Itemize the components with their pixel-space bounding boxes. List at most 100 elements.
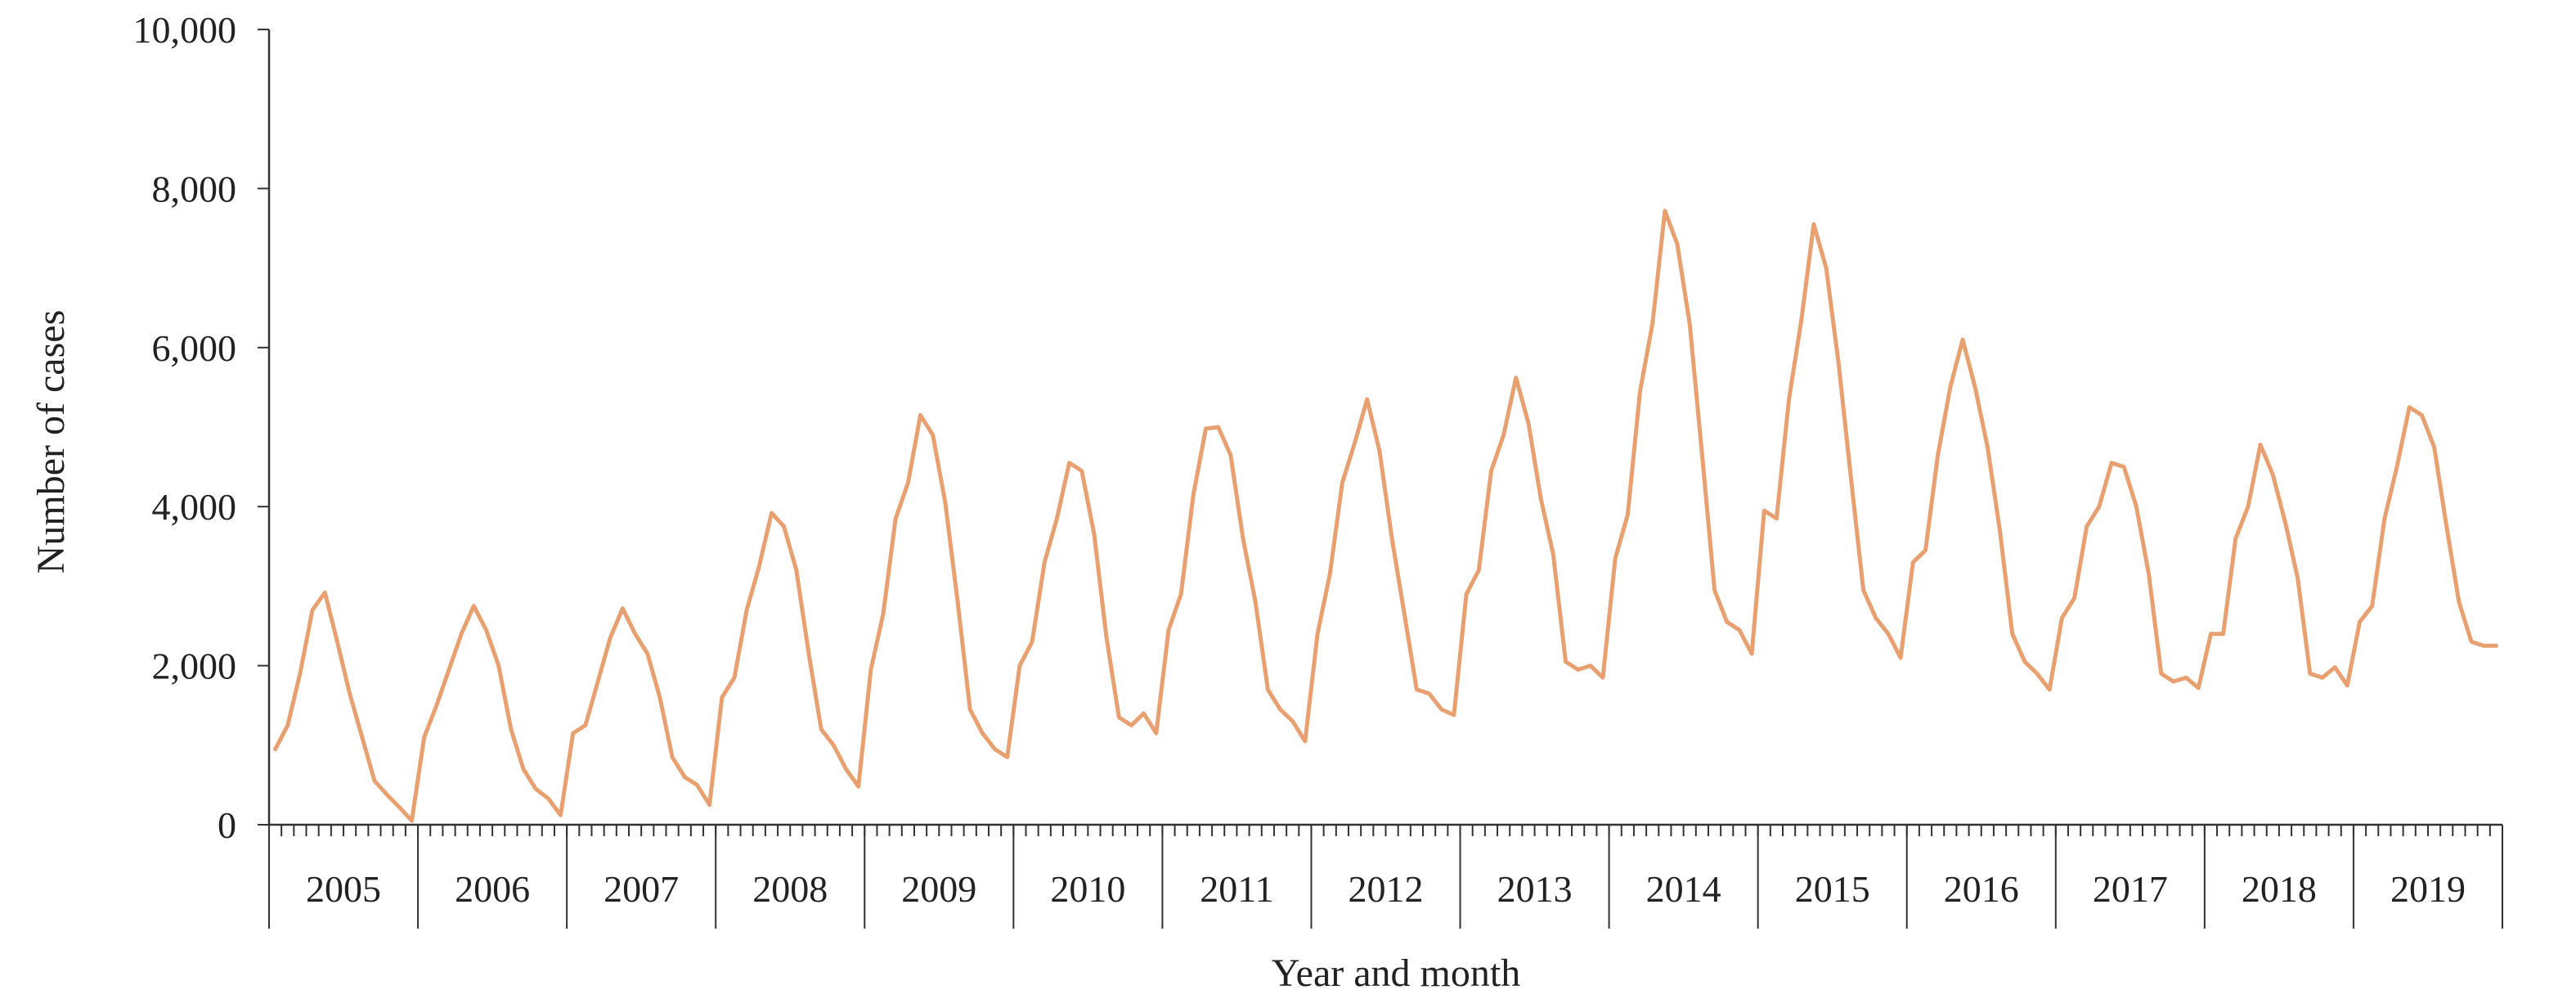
data-point (1613, 556, 1618, 560)
y-tick-label: 6,000 (152, 327, 237, 369)
data-point (1811, 223, 1815, 227)
x-year-label: 2014 (1646, 868, 1721, 910)
data-point (2482, 644, 2486, 648)
data-point (311, 608, 315, 612)
data-point (2197, 686, 2201, 690)
data-point (1737, 628, 1741, 632)
data-point (844, 767, 848, 772)
data-point (1688, 322, 1692, 326)
y-tick-label: 2,000 (152, 646, 237, 687)
data-point (1849, 477, 1853, 481)
data-point (1377, 449, 1381, 453)
data-point (1501, 433, 1506, 437)
data-point (1564, 659, 1568, 664)
data-point (1936, 453, 1940, 457)
data-point (360, 736, 364, 740)
data-point (1278, 708, 1282, 712)
data-point (1626, 512, 1630, 516)
data-point (534, 787, 538, 791)
data-point (1725, 620, 1729, 624)
data-point (1887, 632, 1891, 636)
data-point (571, 731, 575, 736)
data-point (1762, 509, 1766, 513)
data-point (794, 569, 798, 573)
data-point (782, 524, 786, 529)
data-point (397, 805, 402, 809)
data-point (1514, 376, 1518, 380)
y-tick-label: 0 (218, 804, 236, 846)
y-tick-label: 8,000 (152, 168, 237, 209)
data-point (1204, 426, 1208, 430)
data-point (434, 704, 438, 708)
y-axis-title: Number of cases (29, 310, 73, 574)
data-point (2159, 672, 2163, 676)
data-point (323, 591, 327, 595)
data-point (1899, 655, 1903, 659)
data-point (2308, 672, 2312, 676)
data-point (1390, 537, 1394, 541)
x-year-label: 2018 (2242, 868, 2317, 910)
data-point (2345, 683, 2349, 687)
data-point (2184, 676, 2188, 680)
x-year-label: 2010 (1050, 868, 1125, 910)
data-point (645, 652, 649, 656)
data-point (2010, 632, 2014, 636)
data-point (2470, 640, 2474, 644)
data-point (484, 628, 488, 632)
data-point (335, 640, 339, 644)
y-axis: 0 2,000 4,000 6,000 8,000 10,000 (133, 9, 271, 846)
data-point (1017, 664, 1021, 668)
data-point (918, 413, 922, 417)
x-year-label: 2016 (1944, 868, 2019, 910)
data-point (2259, 443, 2263, 447)
data-point (298, 672, 302, 676)
data-point (2221, 632, 2225, 636)
x-year-label: 2012 (1349, 868, 1424, 910)
data-point (2171, 680, 2175, 684)
data-point (1043, 560, 1047, 565)
data-point (1328, 572, 1332, 576)
data-point (1601, 676, 1605, 680)
data-point (2382, 516, 2386, 520)
data-point (2444, 524, 2448, 529)
data-point (770, 511, 774, 515)
data-point (447, 668, 451, 672)
data-point (1154, 731, 1158, 736)
data-point (1799, 317, 1803, 322)
data-point (1228, 453, 1232, 457)
data-point (1663, 209, 1667, 213)
data-point (1650, 322, 1654, 326)
data-point (1055, 516, 1059, 520)
data-point (410, 819, 414, 823)
data-point (1911, 560, 1915, 565)
y-tick-label: 10,000 (133, 9, 237, 51)
data-point (707, 803, 711, 807)
data-point (1489, 469, 1493, 473)
data-point (1303, 739, 1307, 743)
data-point (1254, 600, 1258, 604)
data-point (1365, 398, 1369, 402)
data-point (1551, 552, 1555, 556)
data-point (2060, 616, 2064, 620)
data-point (956, 600, 960, 604)
data-point (868, 668, 873, 672)
data-point (1775, 516, 1779, 520)
data-point (2408, 405, 2412, 409)
x-year-label: 2008 (752, 868, 828, 910)
data-point (385, 793, 389, 797)
data-point (856, 785, 860, 789)
data-point (2358, 620, 2362, 624)
x-year-label: 2006 (455, 868, 530, 910)
data-point (882, 612, 886, 616)
data-point (720, 695, 724, 700)
data-point (819, 727, 824, 731)
data-point (2370, 604, 2374, 608)
data-point (2246, 505, 2251, 509)
data-point (745, 608, 749, 612)
data-point (1588, 664, 1592, 668)
data-point (2209, 632, 2213, 636)
data-point (993, 747, 997, 751)
data-point (1216, 425, 1220, 430)
data-point (472, 604, 476, 608)
data-point (906, 481, 910, 485)
